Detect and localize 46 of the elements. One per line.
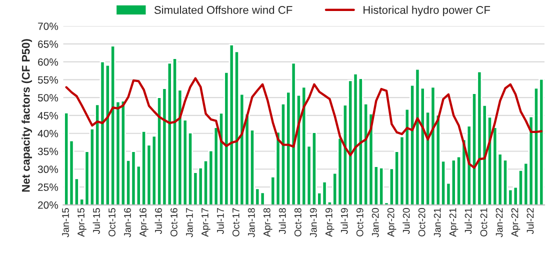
y-tick-label: 50% [38,94,58,102]
x-tick-label: Jan-17 [186,208,193,238]
x-tick-label: Oct-15 [108,208,116,236]
legend-label: Simulated Offshore wind CF [154,6,292,14]
x-tick-label: Jan-21 [434,208,441,238]
x-tick-label: Jan-15 [62,208,69,238]
y-tick-label: 20% [38,201,58,209]
y-tick-label: 55% [38,76,58,84]
x-tick-label: Oct-16 [170,208,178,236]
legend-label: Historical hydro power CF [364,6,490,16]
y-tick-label: 65% [38,40,58,48]
y-tick-label: 60% [38,58,58,66]
y-tick-label: 40% [38,130,58,138]
x-tick-label: Apr-17 [202,208,210,237]
x-tick-label: Oct-21 [480,208,488,236]
x-tick-label: Apr-19 [325,208,334,237]
x-tick-label: Jul-17 [216,208,224,234]
x-tick-label: Jul-20 [402,208,410,234]
x-tick-label: Oct-19 [356,208,364,236]
x-tick-label: Jan-22 [496,208,503,238]
y-tick-label: 70% [38,22,58,30]
x-tick-label: Apr-18 [263,208,272,237]
x-tick-label: Apr-22 [511,208,520,237]
line-series [65,77,543,169]
x-tick-label: Apr-20 [387,208,396,237]
x-tick-label: Apr-15 [78,208,86,237]
x-tick-label: Oct-17 [232,208,240,236]
x-tick-label: Oct-18 [294,208,302,236]
y-axis-title: Net capacity factors (CF P50) [22,39,32,192]
x-tick-label: Jul-18 [278,208,286,234]
y-tick-label: 30% [38,166,58,174]
x-tick-label: Jul-15 [92,208,100,234]
y-tick-label: 45% [38,112,58,120]
x-tick-label: Jul-22 [526,208,534,234]
y-tick-label: 35% [38,148,58,156]
x-tick-label: Oct-20 [418,208,426,236]
x-tick-label: Jan-18 [248,208,255,238]
x-tick-label: Jan-20 [372,208,379,238]
y-tick-label: 25% [38,184,58,191]
x-tick-label: Apr-21 [449,208,458,237]
x-tick-label: Apr-16 [140,208,148,237]
x-tick-label: Jul-19 [340,208,348,234]
x-tick-label: Jul-21 [464,208,472,234]
x-tick-label: Jan-16 [124,208,131,238]
x-tick-label: Jul-16 [154,208,162,234]
x-tick-label: Jan-19 [310,208,317,238]
